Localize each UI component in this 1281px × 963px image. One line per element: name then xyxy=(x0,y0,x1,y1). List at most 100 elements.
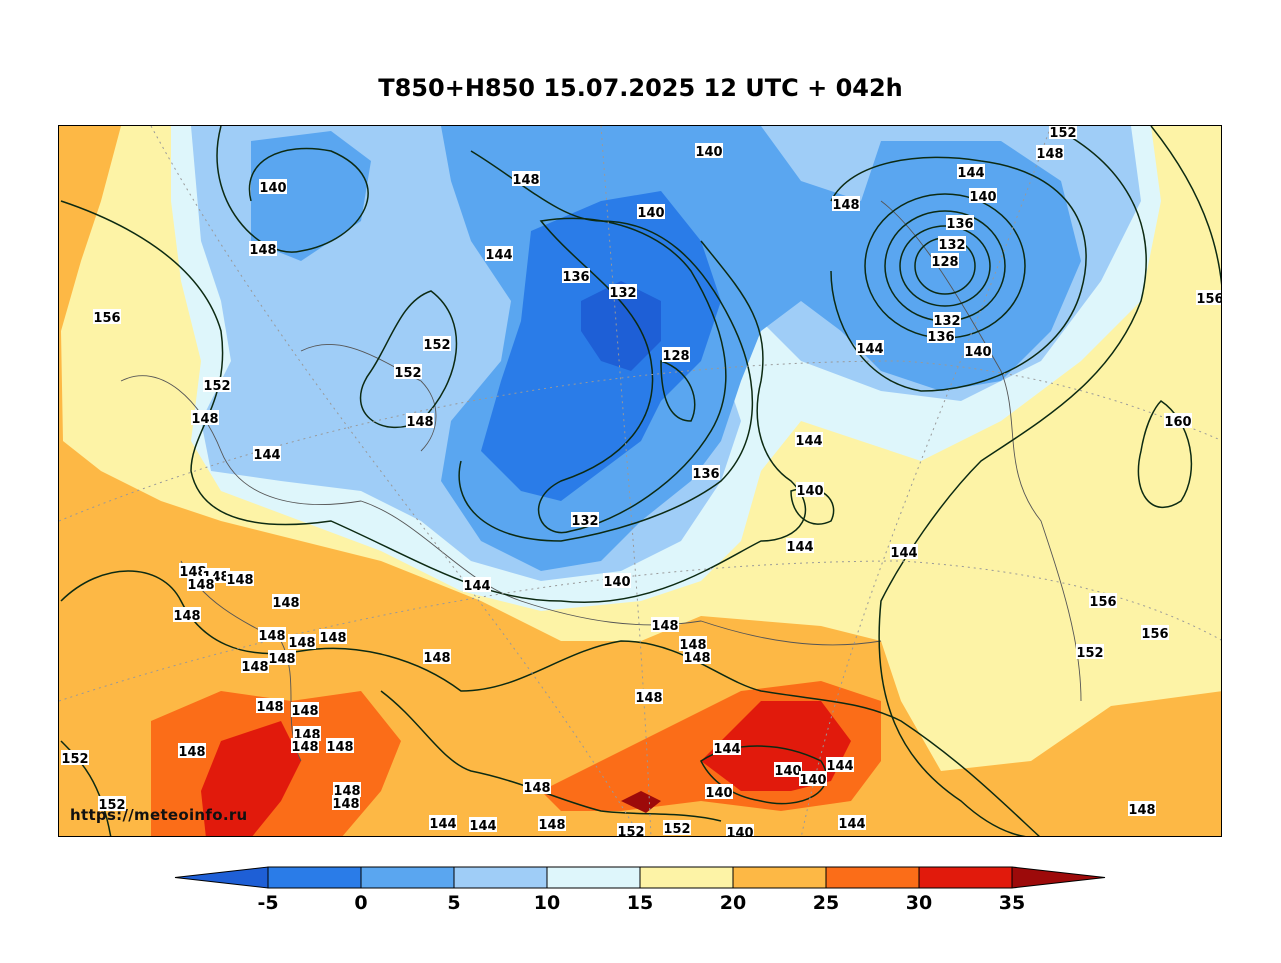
svg-text:140: 140 xyxy=(603,575,630,590)
contour-label: 148 xyxy=(258,627,286,644)
svg-text:148: 148 xyxy=(683,651,710,666)
colorbar xyxy=(174,866,1106,889)
contour-label: 144 xyxy=(795,432,823,449)
colorbar-tick-label: 15 xyxy=(626,892,654,914)
svg-text:148: 148 xyxy=(538,818,565,833)
colorbar-tick-label: 5 xyxy=(447,892,461,914)
svg-text:148: 148 xyxy=(1128,803,1155,818)
svg-text:148: 148 xyxy=(832,198,859,213)
colorbar-bin xyxy=(918,866,1013,889)
contour-label: 148 xyxy=(1128,801,1156,818)
contour-label: 148 xyxy=(288,634,316,651)
contour-label: 160 xyxy=(1164,413,1192,430)
contour-label: 148 xyxy=(651,617,679,634)
contour-label: 148 xyxy=(291,738,319,755)
contour-label: 152 xyxy=(423,336,451,353)
contour-label: 132 xyxy=(609,284,637,301)
svg-text:132: 132 xyxy=(938,238,965,253)
svg-text:148: 148 xyxy=(178,745,205,760)
svg-text:152: 152 xyxy=(61,752,88,767)
svg-text:136: 136 xyxy=(692,467,719,482)
svg-text:148: 148 xyxy=(191,412,218,427)
svg-text:148: 148 xyxy=(249,243,276,258)
contour-label: 148 xyxy=(187,576,215,593)
contour-label: 148 xyxy=(226,571,254,588)
svg-text:160: 160 xyxy=(1164,415,1191,430)
colorbar-tick-label: 30 xyxy=(905,892,933,914)
temp-zone-red-east xyxy=(701,701,851,791)
contour-label: 132 xyxy=(938,236,966,253)
svg-text:156: 156 xyxy=(1141,627,1168,642)
svg-text:140: 140 xyxy=(726,826,753,837)
svg-text:148: 148 xyxy=(512,173,539,188)
contour-label: 152 xyxy=(98,796,126,813)
contour-label: 144 xyxy=(463,577,491,594)
contour-label: 140 xyxy=(799,771,827,788)
graticule xyxy=(59,126,1221,836)
weather-map: 140 148 156 152 148 144 152 152 148 148 144 140 140 1… xyxy=(58,125,1222,837)
svg-text:144: 144 xyxy=(795,434,822,449)
svg-text:144: 144 xyxy=(856,342,883,357)
colorbar-tick-label: 25 xyxy=(812,892,840,914)
contour-label: 144 xyxy=(838,815,866,832)
contour-label: 148 xyxy=(512,171,540,188)
contour-label: 148 xyxy=(291,702,319,719)
svg-text:144: 144 xyxy=(429,817,456,832)
svg-text:140: 140 xyxy=(705,786,732,801)
contour-label: 132 xyxy=(571,512,599,529)
svg-text:140: 140 xyxy=(964,345,991,360)
svg-text:144: 144 xyxy=(957,166,984,181)
contour-label: 148 xyxy=(523,779,551,796)
svg-text:144: 144 xyxy=(253,448,280,463)
svg-text:148: 148 xyxy=(332,797,359,812)
contour-label: 148 xyxy=(249,241,277,258)
svg-text:128: 128 xyxy=(662,349,689,364)
svg-text:148: 148 xyxy=(258,629,285,644)
svg-text:140: 140 xyxy=(695,145,722,160)
svg-text:148: 148 xyxy=(326,740,353,755)
svg-text:152: 152 xyxy=(1049,126,1076,141)
contour-label: 144 xyxy=(469,817,497,834)
colorbar-bin xyxy=(825,866,920,889)
svg-text:144: 144 xyxy=(786,540,813,555)
colorbar-tick-label: 10 xyxy=(533,892,561,914)
svg-text:140: 140 xyxy=(799,773,826,788)
contour-label: 156 xyxy=(93,309,121,326)
contour-label: 140 xyxy=(774,762,802,779)
svg-text:148: 148 xyxy=(406,415,433,430)
svg-text:148: 148 xyxy=(272,596,299,611)
contour-label: 140 xyxy=(726,824,754,837)
svg-text:152: 152 xyxy=(203,379,230,394)
svg-text:148: 148 xyxy=(288,636,315,651)
svg-text:128: 128 xyxy=(931,255,958,270)
contour-labels: 1401481561521481441521521481481441401401… xyxy=(61,126,1221,837)
colorbar-high-extend xyxy=(1011,866,1106,889)
contour-label: 144 xyxy=(485,246,513,263)
contour-label: 140 xyxy=(695,143,723,160)
temp-zone-darkred xyxy=(621,791,661,813)
colorbar-tick-label: 20 xyxy=(719,892,747,914)
contour-label: 148 xyxy=(319,629,347,646)
contour-label: 152 xyxy=(663,820,691,836)
svg-text:156: 156 xyxy=(1089,595,1116,610)
colorbar-tick-label: 0 xyxy=(354,892,368,914)
svg-text:148: 148 xyxy=(319,631,346,646)
svg-text:140: 140 xyxy=(259,181,286,196)
svg-text:144: 144 xyxy=(463,579,490,594)
contour-label: 144 xyxy=(786,538,814,555)
colorbar-low-extend xyxy=(174,866,269,889)
colorbar-tick-label: -5 xyxy=(257,892,279,914)
contour-label: 152 xyxy=(1049,126,1077,141)
svg-text:140: 140 xyxy=(969,190,996,205)
contour-label: 140 xyxy=(603,573,631,590)
contour-label: 148 xyxy=(332,795,360,812)
contour-label: 144 xyxy=(826,757,854,774)
svg-text:148: 148 xyxy=(268,652,295,667)
contour-label: 128 xyxy=(931,253,959,270)
colorbar-bin xyxy=(267,866,362,889)
svg-text:148: 148 xyxy=(423,651,450,666)
contour-label: 140 xyxy=(259,179,287,196)
svg-text:148: 148 xyxy=(256,700,283,715)
watermark: https://meteoinfo.ru xyxy=(70,806,248,824)
svg-text:148: 148 xyxy=(651,619,678,634)
